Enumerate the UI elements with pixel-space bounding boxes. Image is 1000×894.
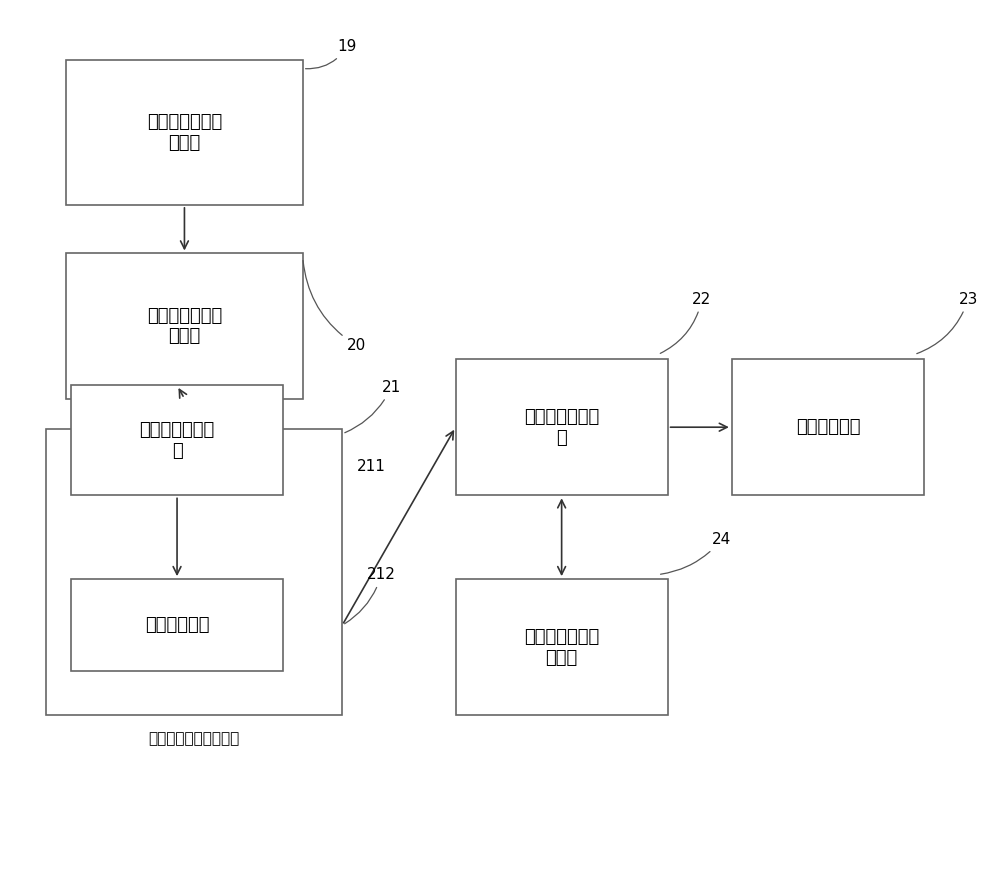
Text: 校准指令发送模
块: 校准指令发送模 块 — [139, 421, 215, 460]
Text: 校准参数编辑输
入模块: 校准参数编辑输 入模块 — [147, 113, 222, 152]
FancyBboxPatch shape — [71, 579, 283, 671]
Text: 21: 21 — [345, 380, 401, 433]
FancyBboxPatch shape — [456, 359, 668, 495]
Text: 19: 19 — [306, 39, 357, 69]
Text: 预设电压电流自检模块: 预设电压电流自检模块 — [149, 731, 240, 746]
FancyBboxPatch shape — [456, 579, 668, 715]
Text: 校准判断模块: 校准判断模块 — [145, 616, 209, 634]
FancyBboxPatch shape — [46, 429, 342, 715]
Text: 212: 212 — [345, 567, 396, 624]
FancyBboxPatch shape — [732, 359, 924, 495]
Text: 预设校准参数读
取模块: 预设校准参数读 取模块 — [147, 307, 222, 345]
FancyBboxPatch shape — [66, 253, 303, 399]
Text: 24: 24 — [661, 532, 731, 574]
Text: 20: 20 — [303, 260, 366, 353]
Text: 211: 211 — [357, 459, 386, 474]
Text: 23: 23 — [917, 291, 978, 354]
Text: 22: 22 — [660, 291, 712, 353]
Text: 电压电流补偿判
断模块: 电压电流补偿判 断模块 — [524, 628, 599, 667]
FancyBboxPatch shape — [66, 60, 303, 205]
FancyBboxPatch shape — [71, 385, 283, 495]
Text: 电压电流补偿模
块: 电压电流补偿模 块 — [524, 408, 599, 447]
Text: 功率补偿模块: 功率补偿模块 — [796, 418, 860, 436]
